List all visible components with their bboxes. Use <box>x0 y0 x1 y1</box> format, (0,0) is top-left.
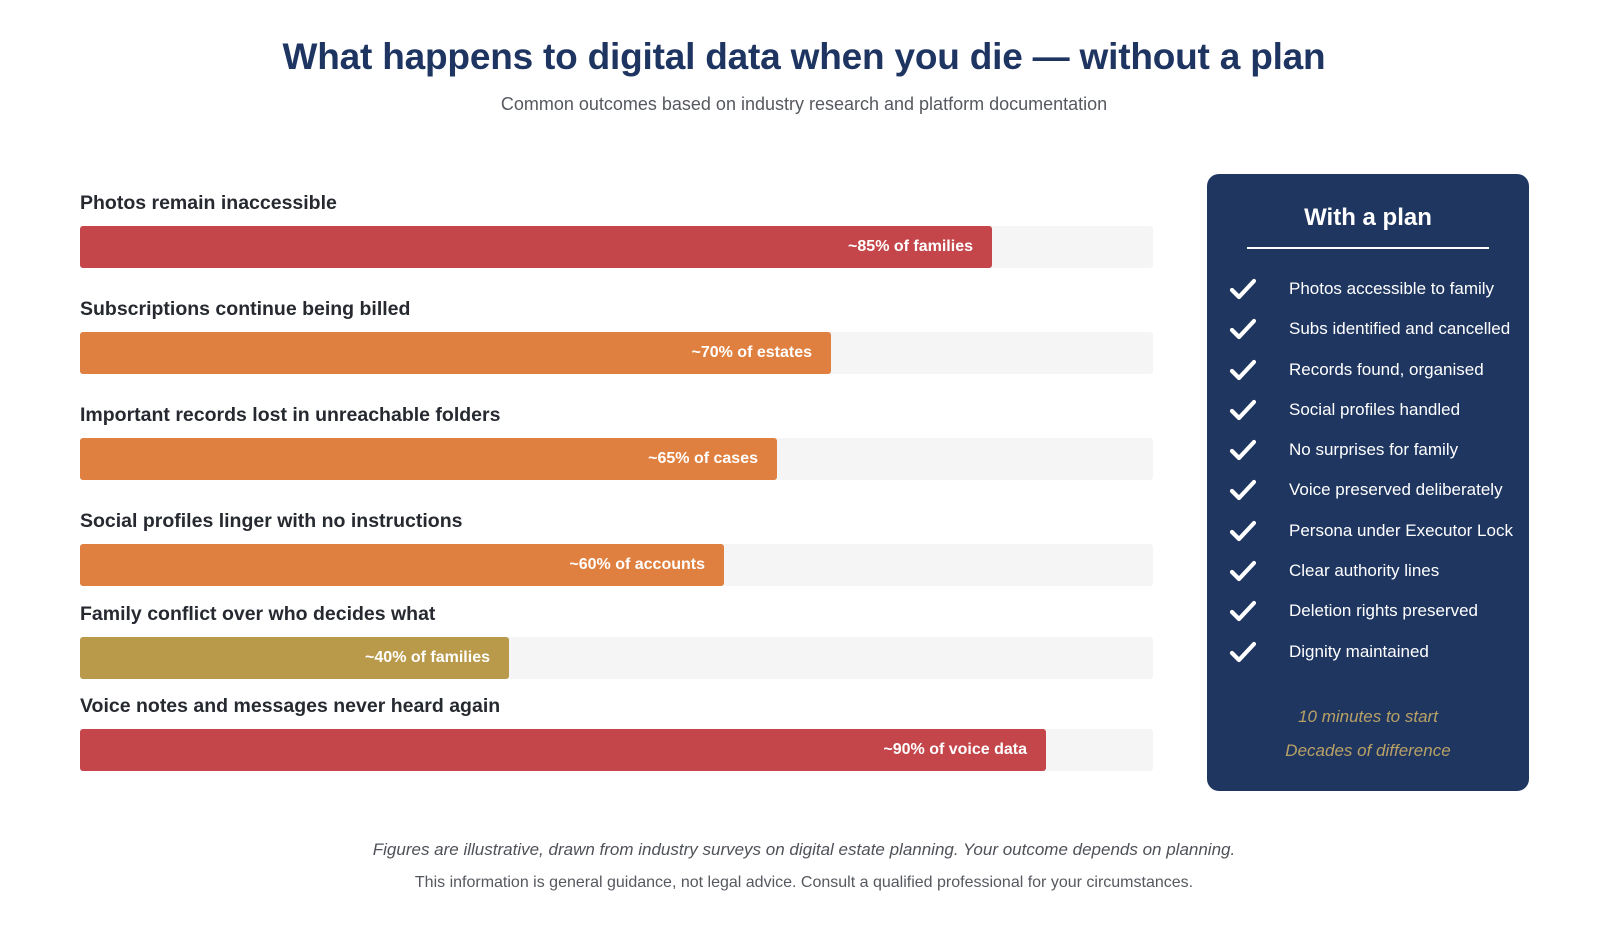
bar-track: ~70% of estates <box>80 332 1153 374</box>
category-label: Important records lost in unreachable fo… <box>80 404 501 426</box>
benefit-text: Social profiles handled <box>1289 399 1461 419</box>
bar-track: ~65% of cases <box>80 438 1153 480</box>
check-icon <box>1229 319 1257 340</box>
panel-divider <box>1247 247 1489 249</box>
check-icon <box>1229 560 1257 582</box>
benefit-list: Photos accessible to family Subs identifi… <box>1229 276 1519 679</box>
benefit-text: Photos accessible to family <box>1289 279 1495 298</box>
benefit-item: Photos accessible to family <box>1229 276 1519 316</box>
benefit-text: Persona under Executor Lock <box>1289 520 1513 540</box>
bar-data-label: ~40% of families <box>365 649 490 666</box>
panel-title: With a plan <box>1304 204 1432 231</box>
bar-track: ~40% of families <box>80 637 1153 679</box>
benefit-text: No surprises for family <box>1289 440 1459 460</box>
benefit-text: Records found, organised <box>1289 359 1484 379</box>
benefit-item: Subs identified and cancelled <box>1229 316 1519 356</box>
check-icon <box>1229 278 1257 300</box>
panel-footer-line-1: 10 minutes to start <box>1298 707 1438 726</box>
category-label: Family conflict over who decides what <box>80 603 436 625</box>
bar-data-label: ~70% of estates <box>691 344 812 361</box>
benefit-item: No surprises for family <box>1229 437 1519 477</box>
benefit-item: Social profiles handled <box>1229 397 1519 437</box>
with-a-plan-panel: With a plan Photos accessible to family S… <box>1207 174 1529 791</box>
benefit-text: Subs identified and cancelled <box>1289 319 1511 339</box>
bar-data-label: ~65% of cases <box>648 450 758 467</box>
benefit-item: Voice preserved deliberately <box>1229 477 1519 517</box>
benefit-item: Dignity maintained <box>1229 639 1519 679</box>
bar-data-label: ~60% of accounts <box>569 556 705 573</box>
outcome-bar-chart: Photos remain inaccessible ~85% of famili… <box>80 180 1153 800</box>
benefit-item: Deletion rights preserved <box>1229 598 1519 638</box>
bar: ~40% of families <box>80 637 509 679</box>
category-label: Photos remain inaccessible <box>80 192 337 214</box>
benefit-item: Clear authority lines <box>1229 558 1519 598</box>
benefit-item: Records found, organised <box>1229 357 1519 397</box>
category-label: Subscriptions continue being billed <box>80 298 411 320</box>
bar: ~60% of accounts <box>80 544 724 586</box>
check-icon <box>1229 641 1257 662</box>
check-icon <box>1229 440 1257 461</box>
page-subtitle: Common outcomes based on industry resear… <box>500 94 1108 114</box>
bar-data-label: ~90% of voice data <box>883 741 1027 758</box>
figures-note: Figures are illustrative, drawn from ind… <box>372 840 1236 859</box>
benefit-text: Dignity maintained <box>1289 641 1429 661</box>
bar-track: ~90% of voice data <box>80 729 1153 771</box>
panel-footer-line-2: Decades of difference <box>1285 741 1451 760</box>
legal-disclaimer: This information is general guidance, no… <box>414 874 1194 891</box>
bar: ~85% of families <box>80 226 992 268</box>
bar-data-label: ~85% of families <box>848 238 973 255</box>
bar: ~65% of cases <box>80 438 777 480</box>
benefit-text: Deletion rights preserved <box>1289 601 1478 621</box>
bar: ~90% of voice data <box>80 729 1046 771</box>
benefit-item: Persona under Executor Lock <box>1229 518 1519 558</box>
category-label: Social profiles linger with no instructi… <box>80 510 463 532</box>
bar-track: ~60% of accounts <box>80 544 1153 586</box>
benefit-text: Clear authority lines <box>1289 561 1440 581</box>
page-title: What happens to digital data when you di… <box>282 36 1326 77</box>
check-icon <box>1229 480 1257 501</box>
benefit-text: Voice preserved deliberately <box>1289 480 1503 500</box>
bar-track: ~85% of families <box>80 226 1153 268</box>
bar: ~70% of estates <box>80 332 831 374</box>
check-icon <box>1229 359 1257 380</box>
check-icon <box>1229 601 1257 622</box>
check-icon <box>1229 520 1257 541</box>
category-label: Voice notes and messages never heard aga… <box>80 695 501 717</box>
check-icon <box>1229 399 1257 420</box>
